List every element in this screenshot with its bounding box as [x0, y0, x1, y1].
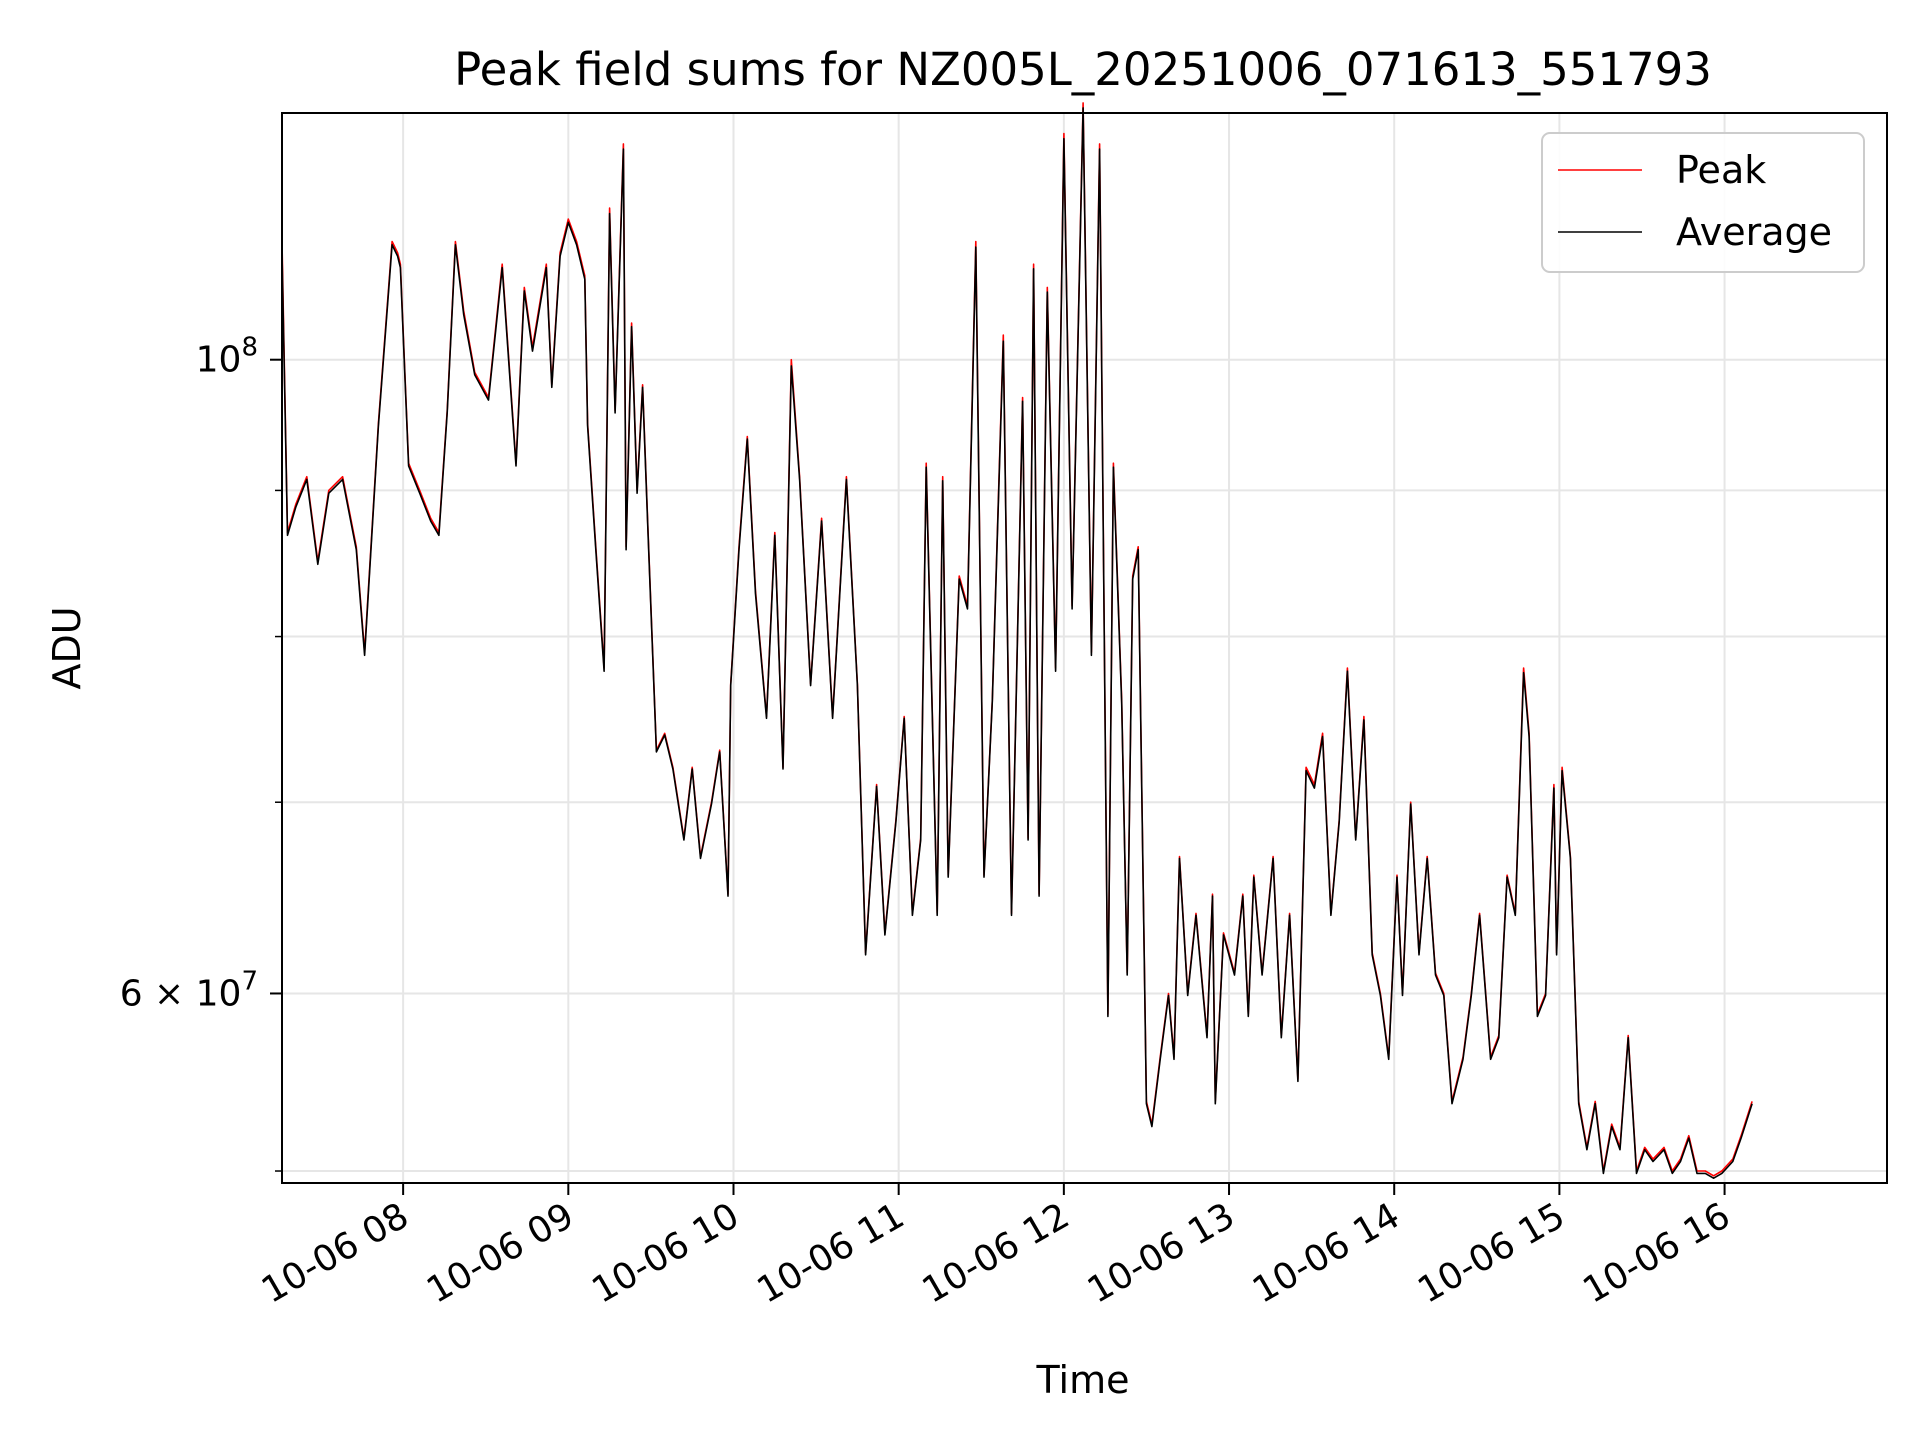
x-axis-label: Time [1036, 1358, 1130, 1402]
series-line-average [281, 107, 1753, 1179]
grid [282, 113, 1887, 1183]
chart-title: Peak field sums for NZ005L_20251006_0716… [454, 43, 1712, 96]
legend-label-peak: Peak [1676, 148, 1766, 192]
y-tick-label: 6 × 107 [120, 966, 258, 1014]
y-axis-label: ADU [45, 606, 89, 689]
series-layer [281, 102, 1753, 1179]
legend-label-average: Average [1676, 210, 1832, 254]
plot-frame [281, 112, 1888, 1184]
legend-box [1541, 132, 1865, 273]
legend: Peak Average [1541, 132, 1865, 273]
